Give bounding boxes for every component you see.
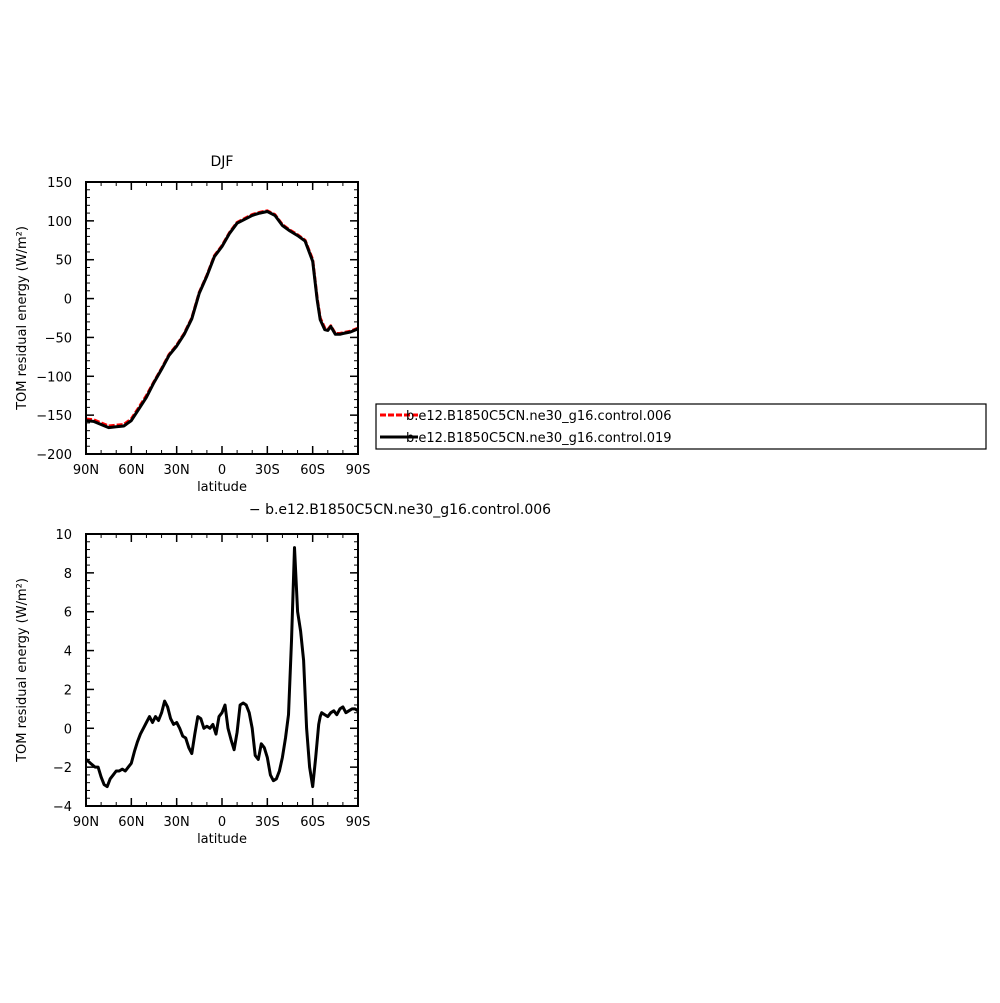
y-tick-label: 100 bbox=[47, 215, 72, 230]
y-tick-label: 2 bbox=[64, 683, 72, 698]
panel-bottom: − b.e12.B1850C5CN.ne30_g16.control.006 90… bbox=[15, 502, 551, 847]
y-tick-label: 0 bbox=[64, 722, 72, 737]
y-tick-label: 6 bbox=[64, 606, 72, 621]
x-tick-label: 30N bbox=[164, 463, 190, 478]
y-tick-label: −4 bbox=[53, 800, 72, 815]
x-tick-label: 30S bbox=[255, 463, 280, 478]
legend-box bbox=[375, 403, 987, 450]
y-tick-label: 150 bbox=[47, 176, 72, 191]
x-tick-label: 0 bbox=[218, 463, 226, 478]
y-tick-label: −150 bbox=[36, 409, 72, 424]
y-axis-label: TOM residual energy (W/m²) bbox=[15, 226, 30, 411]
y-tick-label: 0 bbox=[64, 293, 72, 308]
plot-frame-bottom bbox=[85, 533, 359, 807]
legend: b.e12.B1850C5CN.ne30_g16.control.006 b.e1… bbox=[375, 403, 987, 450]
plot-frame-top bbox=[85, 181, 359, 455]
y-axis-label: TOM residual energy (W/m²) bbox=[15, 578, 30, 763]
x-tick-label: 60N bbox=[118, 815, 144, 830]
x-tick-label: 90S bbox=[346, 463, 371, 478]
series-line-top-1 bbox=[85, 210, 359, 430]
x-tick-label: 0 bbox=[218, 815, 226, 830]
x-tick-label: 30N bbox=[164, 815, 190, 830]
x-tick-label: 60S bbox=[300, 463, 325, 478]
y-tick-label: −50 bbox=[45, 331, 72, 346]
x-tick-label: 90N bbox=[73, 463, 99, 478]
y-tick-label: 8 bbox=[64, 567, 72, 582]
x-tick-label: 90N bbox=[73, 815, 99, 830]
legend-label-1: b.e12.B1850C5CN.ne30_g16.control.019 bbox=[406, 431, 672, 446]
y-tick-label: −200 bbox=[36, 448, 72, 463]
series-line-bottom-0 bbox=[85, 546, 359, 789]
x-tick-label: 60N bbox=[118, 463, 144, 478]
y-tick-label: 4 bbox=[64, 645, 72, 660]
y-tick-label: 50 bbox=[55, 254, 72, 269]
y-tick-label: 10 bbox=[55, 528, 72, 543]
y-tick-label: −2 bbox=[53, 761, 72, 776]
x-tick-label: 90S bbox=[346, 815, 371, 830]
series-line-top-0 bbox=[85, 209, 359, 428]
x-axis-label: latitude bbox=[197, 832, 247, 847]
y-tick-label: −100 bbox=[36, 370, 72, 385]
chart-title-bottom: − b.e12.B1850C5CN.ne30_g16.control.006 bbox=[249, 502, 551, 518]
panel-top: DJF 90N 60N 30N 0 30S 60S 90S −200 −150 −100 −50 0 50… bbox=[15, 154, 987, 495]
x-tick-label: 30S bbox=[255, 815, 280, 830]
chart-title-top: DJF bbox=[211, 154, 234, 170]
legend-label-0: b.e12.B1850C5CN.ne30_g16.control.006 bbox=[406, 409, 672, 424]
x-axis-label: latitude bbox=[197, 480, 247, 495]
x-tick-label: 60S bbox=[300, 815, 325, 830]
